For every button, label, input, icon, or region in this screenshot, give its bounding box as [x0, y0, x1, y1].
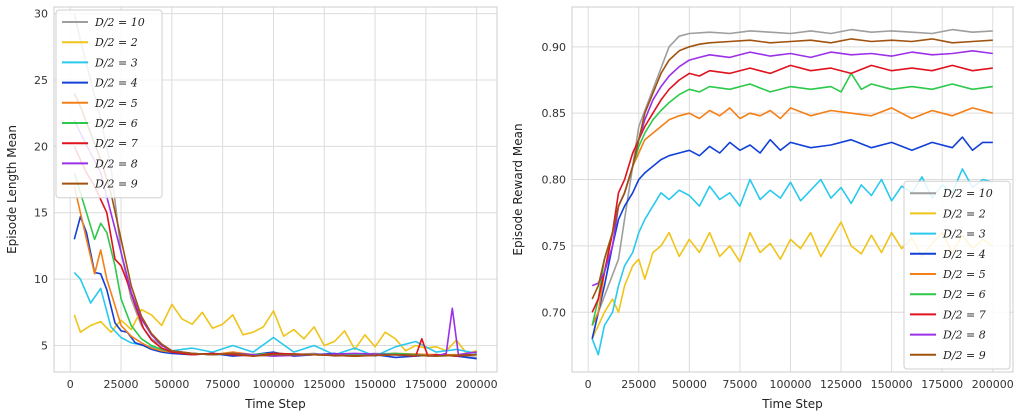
legend-entry-label: D/2 = 7 [94, 137, 138, 150]
x-tick-label: 125000 [820, 378, 862, 391]
y-tick-label: 0.85 [542, 107, 567, 120]
y-tick-label: 5 [41, 339, 48, 352]
legend-entry-label: D/2 = 3 [94, 56, 138, 69]
legend-box [903, 180, 1011, 370]
y-tick-label: 0.80 [542, 174, 567, 187]
series-line-3 [591, 168, 994, 356]
series-group [591, 28, 994, 356]
legend-entry-label: D/2 = 4 [942, 248, 986, 261]
x-tick-label: 0 [67, 378, 74, 391]
legend-box [55, 9, 163, 199]
chart-panel-2: 0 25000 50000 75000 100000 125000 150000 175000… [511, 6, 1014, 411]
x-tick-label: 25000 [104, 378, 139, 391]
legend-entry-label: D/2 = 9 [94, 178, 138, 191]
x-tick-label: 175000 [405, 378, 447, 391]
chart-panel-1: 0 25000 50000 75000 100000 125000 150000 175000… [5, 6, 498, 411]
x-tick-label: 50000 [154, 378, 189, 391]
legend-entry-label: D/2 = 3 [942, 228, 986, 241]
legend: D/2 = 10 D/2 = 2 D/2 = 3 D/2 = 4 D/2 = 5 D/2 … [55, 9, 163, 199]
legend-entry-label: D/2 = 2 [94, 36, 138, 49]
legend-entry-label: D/2 = 6 [94, 117, 138, 130]
legend-entry-label: D/2 = 2 [942, 207, 986, 220]
series-line-7 [591, 64, 993, 313]
y-tick-label: 15 [34, 207, 48, 220]
x-tick-label: 75000 [722, 378, 757, 391]
series-line-4 [73, 215, 477, 360]
x-tick-label: 150000 [871, 378, 913, 391]
x-axis-label: Time Step [761, 397, 823, 411]
x-tick-label: 100000 [252, 378, 294, 391]
series-line-9 [591, 38, 993, 300]
y-tick-label: 0.75 [542, 240, 567, 253]
legend-entry-label: D/2 = 7 [942, 308, 986, 321]
series-line-4 [591, 136, 993, 339]
x-tick-label: 150000 [354, 378, 396, 391]
legend: D/2 = 10 D/2 = 2 D/2 = 3 D/2 = 4 D/2 = 5 D/2 … [903, 180, 1011, 370]
series-line-7 [73, 146, 477, 357]
series-line-3 [73, 271, 477, 357]
y-tick-label: 10 [34, 273, 48, 286]
legend-entry-label: D/2 = 10 [94, 16, 145, 29]
x-tick-label: 200000 [456, 378, 498, 391]
x-tick-label: 75000 [205, 378, 240, 391]
legend-entry-label: D/2 = 8 [94, 157, 138, 170]
legend-entry-label: D/2 = 6 [942, 288, 986, 301]
y-tick-label: 0.90 [542, 41, 567, 54]
y-axis-label: Episode Reward Mean [511, 123, 525, 255]
y-tick-label: 25 [34, 74, 48, 87]
plot-frame [571, 6, 1014, 373]
x-tick-label: 200000 [972, 378, 1014, 391]
y-tick-label: 20 [34, 140, 48, 153]
y-tick-label: 30 [34, 8, 48, 21]
x-tick-label: 100000 [769, 378, 811, 391]
series-line-2 [73, 303, 477, 355]
plot-frame [53, 6, 498, 373]
y-tick-label: 0.70 [542, 306, 567, 319]
x-tick-label: 125000 [303, 378, 345, 391]
y-axis-label: Episode Length Mean [5, 125, 19, 254]
series-line-6 [73, 172, 477, 357]
x-tick-label: 175000 [921, 378, 963, 391]
x-tick-label: 50000 [672, 378, 707, 391]
x-tick-label: 25000 [621, 378, 656, 391]
legend-entry-label: D/2 = 10 [942, 187, 993, 200]
legend-entry-label: D/2 = 4 [94, 77, 138, 90]
series-line-1 [591, 28, 993, 339]
x-axis-label: Time Step [244, 397, 306, 411]
legend-entry-label: D/2 = 5 [942, 268, 986, 281]
x-tick-label: 0 [585, 378, 592, 391]
legend-entry-label: D/2 = 5 [94, 97, 138, 110]
legend-entry-label: D/2 = 9 [942, 349, 986, 362]
legend-entry-label: D/2 = 8 [942, 329, 986, 342]
